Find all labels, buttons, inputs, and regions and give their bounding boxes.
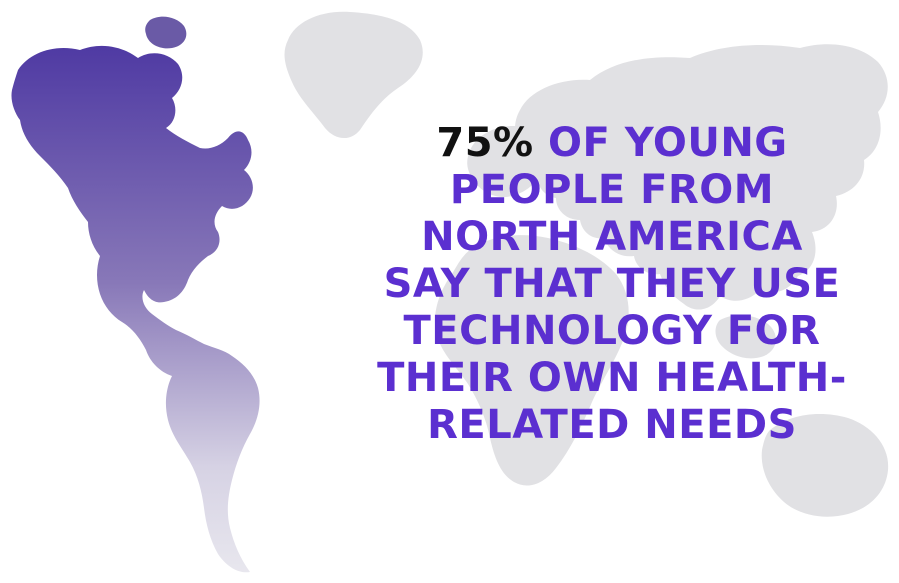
stat-line-1: 75% OF YOUNG xyxy=(362,120,862,167)
americas-shape xyxy=(11,45,260,573)
australia-shape xyxy=(761,414,889,517)
arctic-islands-shape xyxy=(145,16,187,49)
stat-text-line-6: THEIR OWN HEALTH- xyxy=(377,355,847,401)
europe-shape xyxy=(467,126,549,198)
stat-percentage: 75% xyxy=(436,120,534,166)
stat-text-line-5: TECHNOLOGY FOR xyxy=(403,308,821,354)
stat-block: 75% OF YOUNG PEOPLE FROM NORTH AMERICA S… xyxy=(362,120,862,449)
stat-text-line-2: PEOPLE FROM xyxy=(449,167,775,213)
eurasia-shape xyxy=(515,44,888,310)
asia-islands-shape xyxy=(715,315,776,359)
stat-text-line-3: NORTH AMERICA xyxy=(421,214,803,260)
stat-text-line-7: RELATED NEEDS xyxy=(427,402,797,448)
greenland-shape xyxy=(284,11,423,139)
stat-text-line-4: SAY THAT THEY USE xyxy=(383,261,841,307)
africa-shape xyxy=(434,235,629,486)
stat-text-line-1: OF YOUNG xyxy=(533,120,788,166)
